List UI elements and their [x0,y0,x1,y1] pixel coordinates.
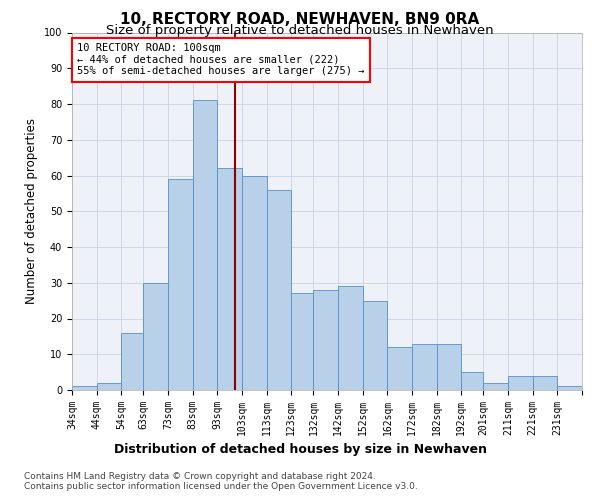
Bar [437,344,461,390]
Bar [193,100,217,390]
Bar [143,283,168,390]
Bar [266,190,291,390]
Bar [291,294,313,390]
Text: 10 RECTORY ROAD: 100sqm
← 44% of detached houses are smaller (222)
55% of semi-d: 10 RECTORY ROAD: 100sqm ← 44% of detache… [77,43,365,76]
Bar [508,376,533,390]
Bar [72,386,97,390]
Text: Distribution of detached houses by size in Newhaven: Distribution of detached houses by size … [113,442,487,456]
Bar [557,386,582,390]
Bar [388,347,412,390]
Bar [217,168,242,390]
Bar [313,290,338,390]
Y-axis label: Number of detached properties: Number of detached properties [25,118,38,304]
Bar [484,383,508,390]
Text: Contains HM Land Registry data © Crown copyright and database right 2024.: Contains HM Land Registry data © Crown c… [24,472,376,481]
Bar [97,383,121,390]
Text: Contains public sector information licensed under the Open Government Licence v3: Contains public sector information licen… [24,482,418,491]
Bar [242,176,266,390]
Bar [461,372,484,390]
Text: Size of property relative to detached houses in Newhaven: Size of property relative to detached ho… [106,24,494,37]
Bar [412,344,437,390]
Bar [363,300,388,390]
Bar [121,333,143,390]
Text: 10, RECTORY ROAD, NEWHAVEN, BN9 0RA: 10, RECTORY ROAD, NEWHAVEN, BN9 0RA [121,12,479,28]
Bar [533,376,557,390]
Bar [168,179,193,390]
Bar [338,286,363,390]
